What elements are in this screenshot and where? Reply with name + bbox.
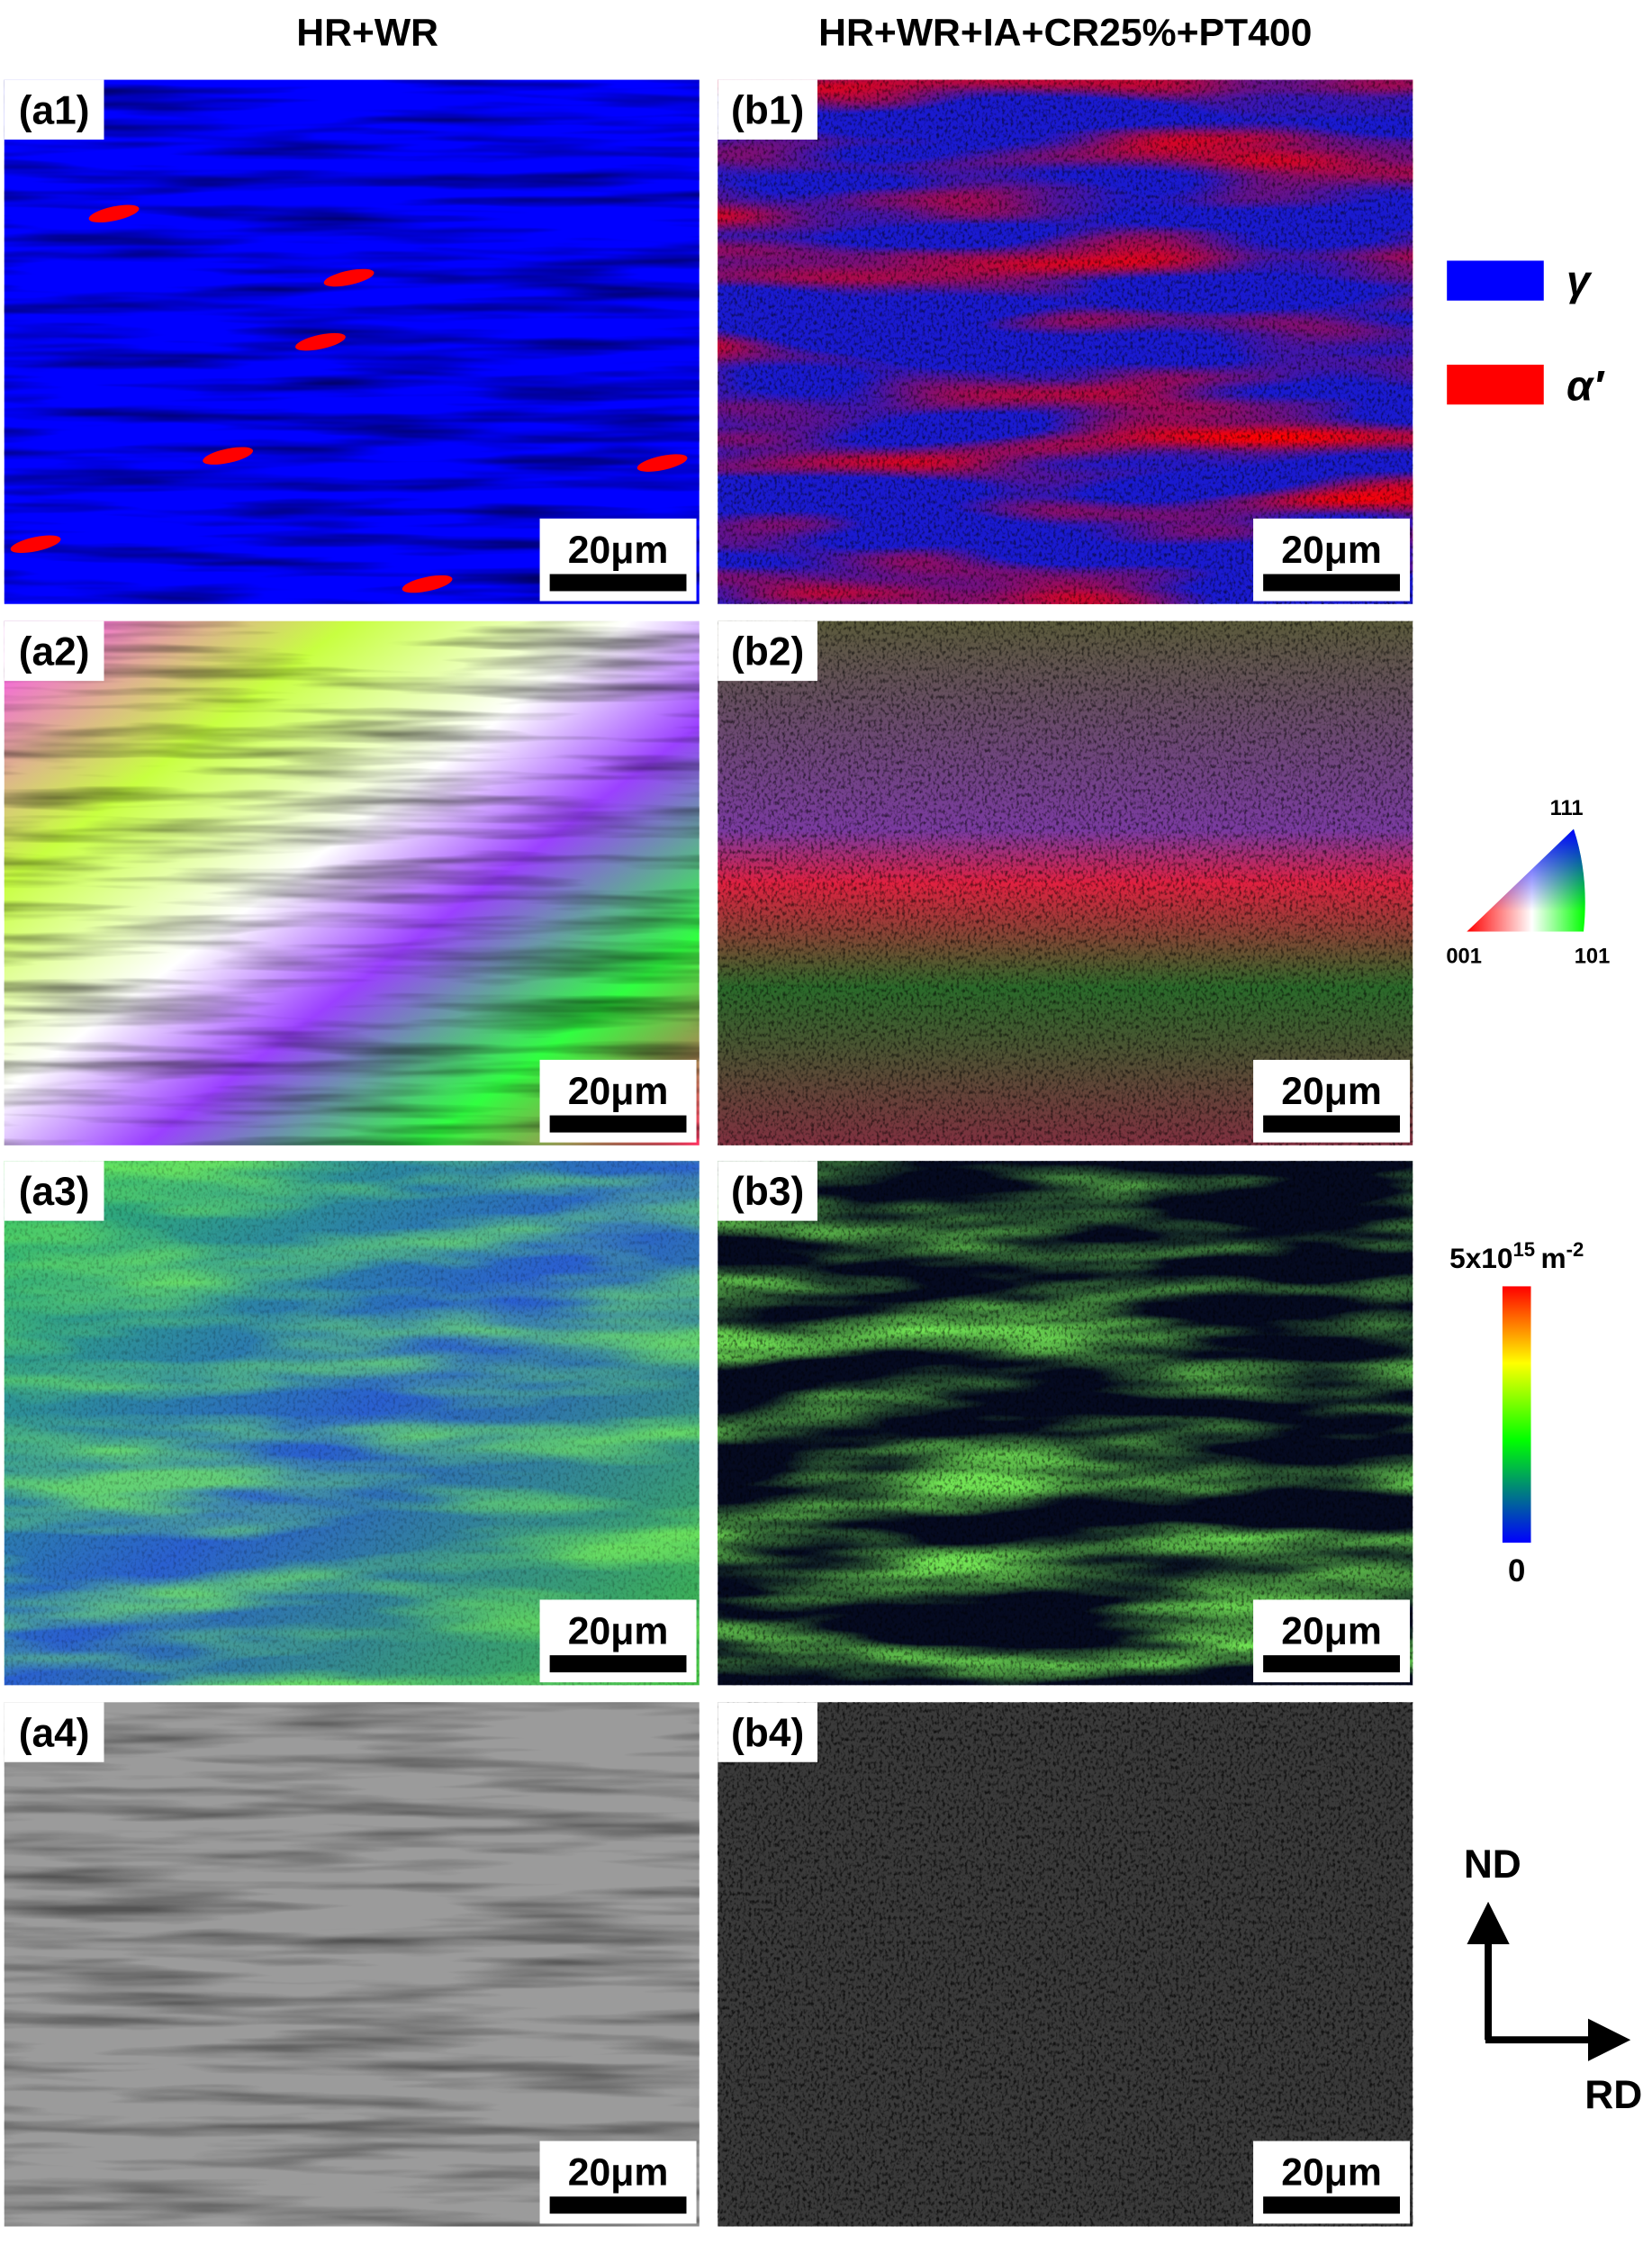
scale-bar-label: 20μm [568, 1609, 669, 1652]
scale-bar-label: 20μm [568, 529, 669, 572]
ipf-triangle-overlay [1467, 828, 1585, 932]
scale-bar-label: 20μm [1281, 2151, 1382, 2195]
panel-label: (b3) [731, 1170, 804, 1214]
micrograph-texture [4, 1702, 700, 2227]
scale-bar-label: 20μm [1281, 529, 1382, 572]
scale-bar [1263, 574, 1400, 592]
martensite-island [636, 454, 688, 472]
colorbar-max-unit-exp: -2 [1566, 1238, 1584, 1261]
panel-label-box [718, 620, 818, 682]
scale-bar-label: 20μm [1281, 1609, 1382, 1652]
panel-label-box [4, 1161, 104, 1221]
micrograph-texture [718, 620, 1413, 1145]
micrograph-speckle [718, 79, 1413, 604]
scale-bar [549, 2196, 687, 2214]
panel-label-box [718, 79, 818, 140]
panel-label: (b1) [731, 89, 804, 133]
scale-bar [549, 574, 687, 592]
column-title: HR+WR+IA+CR25%+PT400 [818, 12, 1312, 55]
micrograph-texture [4, 79, 700, 604]
micrograph-speckle [718, 1161, 1413, 1686]
micrograph-panel: (a2) 20μm [4, 620, 700, 1145]
ipf-label: 001 [1446, 945, 1482, 968]
column-title: HR+WR [296, 12, 438, 55]
panel-grid: (a1) 20μm (b1) 20μm (a2) 20μm (b2) 20μm (a3) 20μm… [4, 79, 1413, 2227]
martensite-island [10, 535, 61, 554]
martensite-island [88, 204, 140, 223]
scale-bar-label: 20μm [1281, 1070, 1382, 1113]
panel-label: (a1) [19, 89, 90, 133]
panel-label-box [4, 620, 104, 682]
scale-bar [1263, 1115, 1400, 1133]
scale-bar [549, 1115, 687, 1133]
panel-label: (a3) [19, 1170, 90, 1214]
micrograph-panel: (a3) 20μm [4, 1161, 700, 1686]
panel-label-box [718, 1702, 818, 1762]
colorbar [1502, 1286, 1531, 1543]
scale-bar [1263, 2196, 1400, 2214]
scale-bar [1263, 1655, 1400, 1673]
ipf-label: 111 [1550, 797, 1584, 820]
colorbar-min-label: 0 [1508, 1553, 1525, 1589]
micrograph-panel: (b1) 20μm [718, 79, 1413, 604]
micrograph-panel: (b4) 20μm [718, 1702, 1413, 2227]
panel-label-box [4, 79, 104, 140]
scale-bar [549, 1655, 687, 1673]
colorbar-max-label: 5x1015 m-2 [1449, 1238, 1584, 1274]
panel-label-box [718, 1161, 818, 1221]
martensite-island [203, 447, 254, 465]
panel-label: (a2) [19, 630, 90, 674]
legend-label: α′ [1566, 363, 1605, 411]
micrograph-panel: (b3) 20μm [718, 1161, 1413, 1686]
martensite-island [323, 268, 375, 287]
micrograph-texture [718, 1702, 1413, 2227]
martensite-island [295, 332, 346, 351]
micrograph-panel: (b2) 20μm [718, 620, 1413, 1145]
colorbar-max-unit: m [1540, 1242, 1566, 1274]
martensite-island [402, 575, 453, 593]
axis-label: ND [1464, 1842, 1521, 1887]
legend-swatch [1447, 260, 1544, 301]
micrograph-panel: (a1) 20μm [4, 79, 700, 604]
ipf-label: 101 [1575, 945, 1611, 968]
legend-label: γ [1566, 257, 1593, 304]
panel-label: (b4) [731, 1711, 804, 1755]
panel-label-box [4, 1702, 104, 1762]
scale-bar-label: 20μm [568, 2151, 669, 2195]
scale-bar-label: 20μm [568, 1070, 669, 1113]
axis-label: RD [1584, 2073, 1642, 2117]
colorbar-max-base: 5x10 [1449, 1242, 1512, 1274]
micrograph-speckle [4, 1161, 700, 1686]
micrograph-texture [4, 620, 700, 1145]
legend-swatch [1447, 364, 1544, 405]
micrograph-panel: (a4) 20μm [4, 1702, 700, 2227]
colorbar-max-exp: 15 [1512, 1238, 1535, 1261]
panel-label: (a4) [19, 1711, 90, 1755]
panel-label: (b2) [731, 630, 804, 674]
